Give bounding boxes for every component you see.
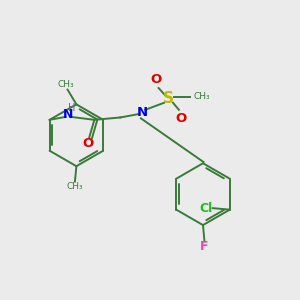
Text: Cl: Cl [200, 202, 213, 215]
Text: O: O [83, 137, 94, 151]
Text: H: H [68, 103, 75, 113]
Text: O: O [150, 73, 161, 86]
Text: CH₃: CH₃ [193, 92, 210, 101]
Text: CH₃: CH₃ [67, 182, 83, 191]
Text: O: O [176, 112, 187, 125]
Text: S: S [164, 91, 174, 106]
Text: CH₃: CH₃ [58, 80, 74, 89]
Text: N: N [137, 106, 148, 119]
Text: F: F [200, 240, 209, 254]
Text: N: N [63, 108, 73, 121]
